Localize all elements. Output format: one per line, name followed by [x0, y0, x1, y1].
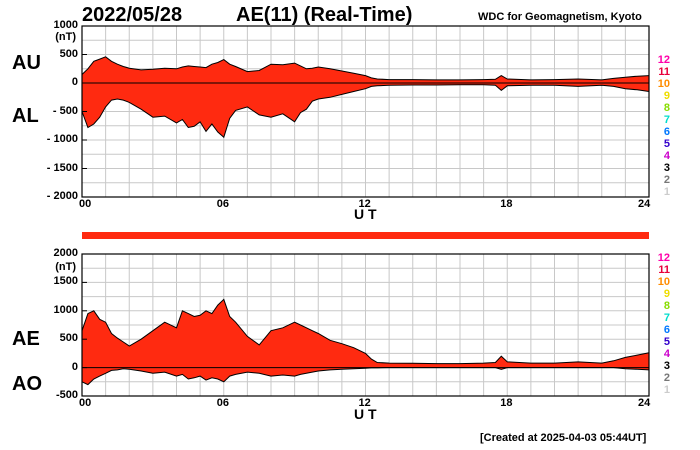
legend-item-11: 11	[658, 66, 670, 78]
legend-item-3: 3	[663, 360, 670, 372]
legend-item-12: 12	[657, 252, 670, 264]
ae-ao-chart	[81, 253, 650, 397]
area-fill	[82, 56, 649, 138]
legend-item-3: 3	[663, 162, 670, 174]
y-units-top: (nT)	[55, 31, 76, 43]
legend-item-8: 8	[663, 300, 670, 312]
legend-item-1: 1	[663, 384, 670, 396]
y-tick-label: 500	[59, 47, 78, 60]
x-tick-label: 06	[216, 397, 229, 409]
y-tick-label: 0	[71, 360, 78, 373]
legend-item-8: 8	[663, 102, 670, 114]
x-tick-label: 24	[638, 198, 651, 210]
x-tick-label: 24	[638, 397, 651, 409]
plot-frame	[81, 253, 650, 397]
upper-series-line	[81, 298, 650, 365]
x-tick-label: 12	[358, 198, 371, 210]
legend-item-5: 5	[663, 336, 670, 348]
x-tick-label: 00	[79, 198, 92, 210]
legend-item-9: 9	[663, 90, 670, 102]
y-tick-label: 1000	[53, 303, 78, 316]
ae-label: AE	[12, 328, 40, 350]
source-label: WDC for Geomagnetism, Kyoto	[478, 11, 642, 23]
legend-item-7: 7	[663, 114, 670, 126]
area-fill	[82, 299, 649, 385]
index-title: AE(11) (Real-Time)	[236, 4, 413, 26]
au-al-chart	[81, 25, 650, 198]
y-tick-label: 2000	[53, 247, 78, 259]
created-timestamp: [Created at 2025-04-03 05:44UT]	[480, 432, 647, 444]
x-tick-label: 12	[358, 397, 371, 409]
y-tick-label: 0	[71, 76, 78, 88]
y-tick-label: - 2000	[46, 190, 78, 202]
x-tick-label: 00	[79, 397, 92, 409]
upper-series-line	[81, 56, 650, 81]
legend-item-7: 7	[663, 312, 670, 324]
legend-item-10: 10	[657, 78, 670, 90]
date-title: 2022/05/28	[82, 4, 183, 26]
legend-item-4: 4	[663, 150, 670, 162]
al-label: AL	[12, 105, 39, 127]
x-tick-label: 18	[500, 397, 513, 409]
y-tick-label: - 500	[52, 104, 78, 117]
status-bar	[82, 232, 649, 239]
legend-item-2: 2	[663, 174, 670, 186]
legend-item-6: 6	[663, 126, 670, 138]
y-tick-label: 500	[59, 332, 78, 345]
legend-item-2: 2	[663, 372, 670, 384]
legend-item-5: 5	[663, 138, 670, 150]
y-units-bottom: (nT)	[55, 261, 76, 273]
x-tick-label: 06	[216, 198, 229, 210]
legend-item-10: 10	[657, 276, 670, 288]
y-tick-label: 1000	[53, 19, 78, 31]
x-axis-title-top: U T	[354, 206, 377, 222]
y-tick-label: - 1500	[46, 161, 78, 174]
legend-item-6: 6	[663, 324, 670, 336]
y-tick-label: -500	[55, 389, 78, 401]
legend-item-12: 12	[657, 54, 670, 66]
legend-item-11: 11	[658, 264, 670, 276]
au-label: AU	[12, 52, 41, 74]
ao-label: AO	[12, 373, 42, 395]
x-axis-title-bottom: U T	[354, 406, 377, 422]
lower-series-line	[81, 84, 650, 139]
x-tick-label: 18	[500, 198, 513, 210]
legend-item-9: 9	[663, 288, 670, 300]
legend-item-4: 4	[663, 348, 670, 360]
legend-item-1: 1	[663, 186, 670, 198]
y-tick-label: - 1000	[46, 133, 78, 145]
y-tick-label: 1500	[53, 275, 78, 288]
lower-series-line	[81, 367, 650, 386]
